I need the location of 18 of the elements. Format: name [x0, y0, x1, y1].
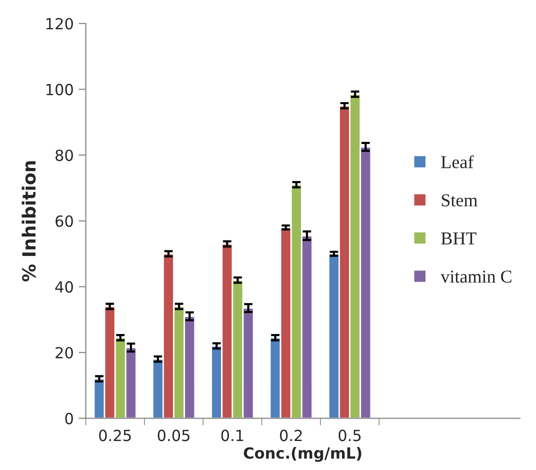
y-tick-label: 60 [56, 215, 73, 227]
legend-label: Stem [442, 194, 478, 206]
y-tick-label: 100 [46, 84, 73, 96]
x-axis-title: Conc.(mg/mL) [244, 446, 362, 462]
x-tick-label: 0.05 [158, 430, 190, 442]
x-tick-label: 0.5 [338, 430, 361, 442]
legend-label: BHT [441, 232, 476, 244]
y-tick-label: 40 [55, 281, 73, 293]
y-tick-label: 80 [56, 150, 73, 162]
y-tick-label: 0 [65, 412, 73, 424]
x-tick-label: 0.2 [280, 430, 302, 442]
y-tick-label: 20 [56, 346, 73, 359]
legend-label: Leaf [441, 155, 474, 168]
legend-label: vitamin C [440, 270, 512, 283]
y-axis-title: % Inhibition [22, 161, 36, 282]
x-tick-label: 0.1 [221, 430, 244, 442]
y-tick-label: 120 [46, 18, 73, 30]
x-tick-label: 0.25 [99, 430, 131, 442]
